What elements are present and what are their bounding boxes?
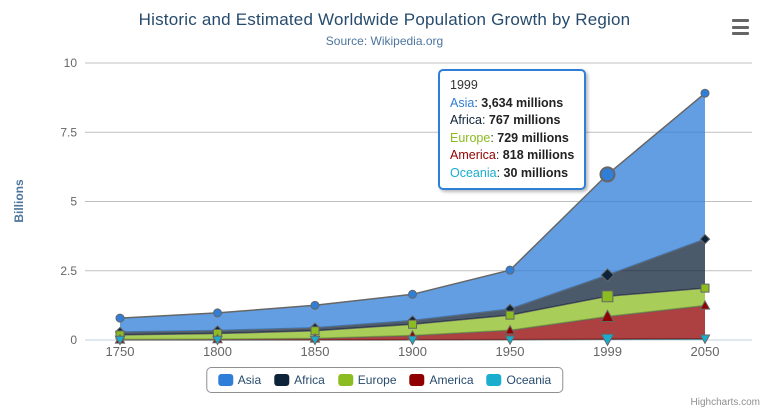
marker-africa-2050[interactable] xyxy=(699,233,711,245)
x-axis-label: 1800 xyxy=(203,344,232,359)
tooltip-row-oceania: Oceania: 30 millions xyxy=(450,165,569,180)
marker-europe-1950[interactable] xyxy=(505,310,515,320)
tooltip-series-name: Asia xyxy=(450,95,475,110)
marker-oceania-1750[interactable] xyxy=(114,335,126,346)
marker-africa-1999[interactable] xyxy=(600,268,615,282)
menu-bar-icon xyxy=(732,19,749,22)
tooltip-row-america: America: 818 millions xyxy=(450,148,575,162)
marker-europe-1900[interactable] xyxy=(408,319,417,329)
legend-label: Africa xyxy=(294,373,325,387)
tooltip-row-asia: Asia: 3,634 millions xyxy=(450,95,564,110)
x-axis-label: 1950 xyxy=(496,344,525,359)
y-axis-label: 0 xyxy=(70,333,77,347)
x-axis-label: 1850 xyxy=(301,344,330,359)
chart-subtitle: Source: Wikipedia.org xyxy=(325,34,444,48)
marker-asia-1900[interactable] xyxy=(408,289,417,299)
tooltip-series-value: 818 millions xyxy=(502,148,575,162)
tooltip-row-africa: Africa: 767 millions xyxy=(450,113,561,127)
marker-asia-1800[interactable] xyxy=(213,308,222,318)
legend-label: Asia xyxy=(237,373,262,387)
legend-label: Europe xyxy=(357,373,397,387)
area-asia[interactable] xyxy=(120,93,705,332)
legend-swatch-icon xyxy=(486,374,502,386)
credits-link[interactable]: Highcharts.com xyxy=(690,397,760,408)
x-axis-label: 1900 xyxy=(398,344,427,359)
marker-oceania-1850[interactable] xyxy=(309,335,321,346)
tooltip-series-value: 729 millions xyxy=(497,130,569,145)
tooltip-series-value: 767 millions xyxy=(488,113,561,127)
marker-europe-1850[interactable] xyxy=(310,326,320,336)
legend-item-oceania[interactable]: Oceania xyxy=(486,373,552,387)
marker-asia-1750[interactable] xyxy=(115,313,125,323)
x-axis-label: 2050 xyxy=(691,344,720,359)
y-axis-label: 5 xyxy=(70,195,77,209)
marker-oceania-1950[interactable] xyxy=(504,335,516,346)
marker-oceania-1999[interactable] xyxy=(600,333,615,347)
legend-swatch-icon xyxy=(337,374,353,386)
legend: Asia Africa Europe America Oceania xyxy=(205,367,564,393)
marker-oceania-2050[interactable] xyxy=(699,334,711,345)
tooltip-series-name: Africa xyxy=(450,113,482,127)
tooltip-series-name: Oceania xyxy=(450,165,497,180)
area-africa[interactable] xyxy=(120,239,705,335)
legend-item-africa[interactable]: Africa xyxy=(274,373,325,387)
tooltip: 1999 Asia: 3,634 millions Africa: 767 mil… xyxy=(438,69,587,190)
area-america[interactable] xyxy=(120,305,705,340)
marker-asia-1999[interactable] xyxy=(599,166,616,183)
y-axis-title: Billions xyxy=(12,179,26,223)
y-axis-label: 7.5 xyxy=(60,125,77,139)
marker-oceania-1900[interactable] xyxy=(407,335,418,346)
marker-asia-2050[interactable] xyxy=(700,88,710,98)
legend-label: America xyxy=(429,373,474,387)
marker-europe-2050[interactable] xyxy=(700,283,710,293)
marker-america-1950[interactable] xyxy=(504,324,516,335)
tooltip-series-value: 3,634 millions xyxy=(481,95,564,110)
x-axis-label: 1750 xyxy=(106,344,135,359)
tooltip-series-name: America xyxy=(450,148,496,162)
menu-bar-icon xyxy=(732,25,749,29)
chart-title: Historic and Estimated Worldwide Populat… xyxy=(138,10,631,29)
tooltip-series-name: Europe xyxy=(450,130,491,145)
tooltip-series-value: 30 millions xyxy=(503,165,569,180)
legend-swatch-icon xyxy=(409,374,425,386)
legend-item-europe[interactable]: Europe xyxy=(337,373,397,387)
legend-label: Oceania xyxy=(506,373,552,387)
menu-bar-icon xyxy=(732,32,749,35)
legend-swatch-icon xyxy=(274,374,290,386)
tooltip-header: 1999 xyxy=(450,78,478,92)
marker-europe-1999[interactable] xyxy=(601,290,614,303)
marker-oceania-1800[interactable] xyxy=(212,335,223,346)
tooltip-row-europe: Europe: 729 millions xyxy=(450,130,569,145)
y-axis-label: 2.5 xyxy=(60,264,77,278)
marker-asia-1850[interactable] xyxy=(310,300,320,310)
legend-item-america[interactable]: America xyxy=(409,373,474,387)
y-axis-label: 10 xyxy=(64,56,78,70)
legend-item-asia[interactable]: Asia xyxy=(217,373,262,387)
legend-swatch-icon xyxy=(217,374,233,386)
export-menu-button[interactable] xyxy=(732,19,749,35)
marker-america-1999[interactable] xyxy=(600,309,615,322)
x-axis-label: 1999 xyxy=(593,344,622,359)
marker-america-2050[interactable] xyxy=(699,299,711,310)
marker-asia-1950[interactable] xyxy=(505,265,515,275)
